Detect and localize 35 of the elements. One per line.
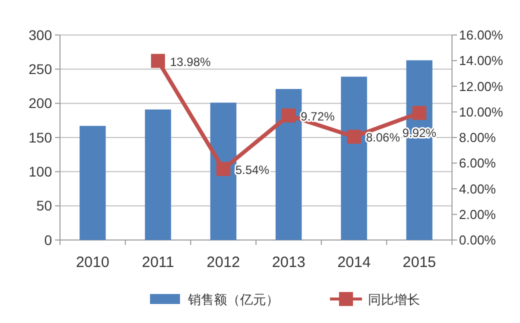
bar <box>210 102 236 240</box>
y2-tick-label: 8.00% <box>459 130 496 146</box>
y2-tick-label: 4.00% <box>459 181 496 196</box>
point <box>347 130 361 144</box>
bar <box>80 126 106 240</box>
y2-tick-label: 0.00% <box>459 232 496 248</box>
point <box>282 108 296 122</box>
data-label: 13.98% <box>170 54 212 69</box>
y-tick-label: 200 <box>28 95 52 112</box>
x-tick-label: 2014 <box>337 254 371 271</box>
x-tick-label: 2010 <box>76 254 110 271</box>
y2-tick-label: 14.00% <box>459 53 504 68</box>
legend-label: 销售额（亿元） <box>187 292 279 307</box>
y2-tick-label: 6.00% <box>459 156 496 171</box>
y-tick-label: 100 <box>28 164 52 180</box>
point <box>412 106 426 120</box>
point <box>151 54 165 68</box>
bar <box>276 88 302 240</box>
y-tick-label: 150 <box>28 129 52 146</box>
point <box>216 162 230 176</box>
x-tick-label: 2015 <box>402 254 436 271</box>
y-tick-label: 0 <box>44 232 52 248</box>
y-tick-label: 300 <box>28 26 52 43</box>
x-tick-label: 2012 <box>206 254 240 271</box>
bar <box>340 76 368 240</box>
y2-tick-label: 16.00% <box>459 28 504 43</box>
y2-tick-label: 10.00% <box>459 104 504 120</box>
x-tick-label: 2013 <box>272 254 306 271</box>
y-tick-label: 250 <box>28 61 52 78</box>
y-tick-label: 50 <box>36 198 52 214</box>
bar <box>144 109 172 240</box>
y2-tick-label: 12.00% <box>459 78 504 94</box>
x-tick-label: 2011 <box>142 254 174 271</box>
legend-label: 同比增长 <box>368 292 420 307</box>
y2-tick-label: 2.00% <box>459 206 496 222</box>
